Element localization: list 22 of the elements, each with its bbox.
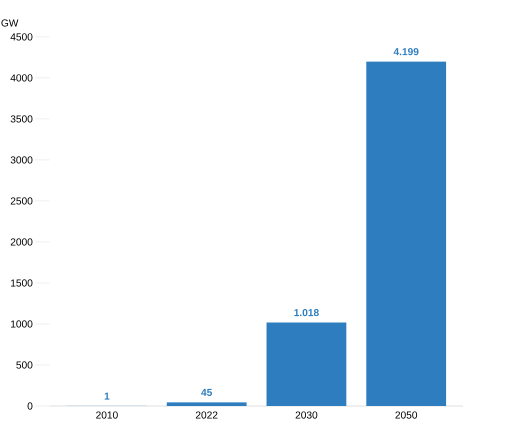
y-tick-label: 2000 bbox=[10, 238, 32, 246]
bar bbox=[166, 402, 247, 406]
data-label: 45 bbox=[201, 389, 212, 396]
y-tick-label: 2500 bbox=[10, 198, 32, 205]
x-tick-label: 2050 bbox=[395, 412, 418, 419]
y-tick-label: 4000 bbox=[10, 74, 32, 82]
x-tick-label: 2030 bbox=[296, 412, 318, 419]
y-tick-label: 500 bbox=[16, 362, 32, 369]
y-tick-label: 3000 bbox=[10, 156, 32, 164]
y-tick-label: 1000 bbox=[11, 320, 32, 328]
bar bbox=[266, 322, 346, 406]
x-tick-label: 2022 bbox=[196, 412, 218, 419]
data-label: 4.199 bbox=[394, 48, 419, 56]
bar bbox=[366, 62, 446, 406]
data-label: 1.018 bbox=[294, 309, 319, 316]
y-axis-title: GW bbox=[1, 20, 18, 27]
data-label: 1 bbox=[104, 392, 110, 400]
y-tick-label: 0 bbox=[28, 402, 32, 410]
x-tick-label: 2010 bbox=[96, 412, 118, 419]
y-tick-label: 4500 bbox=[10, 34, 32, 41]
y-tick-label: 3500 bbox=[10, 116, 32, 123]
y-tick-label: 1500 bbox=[11, 280, 32, 287]
